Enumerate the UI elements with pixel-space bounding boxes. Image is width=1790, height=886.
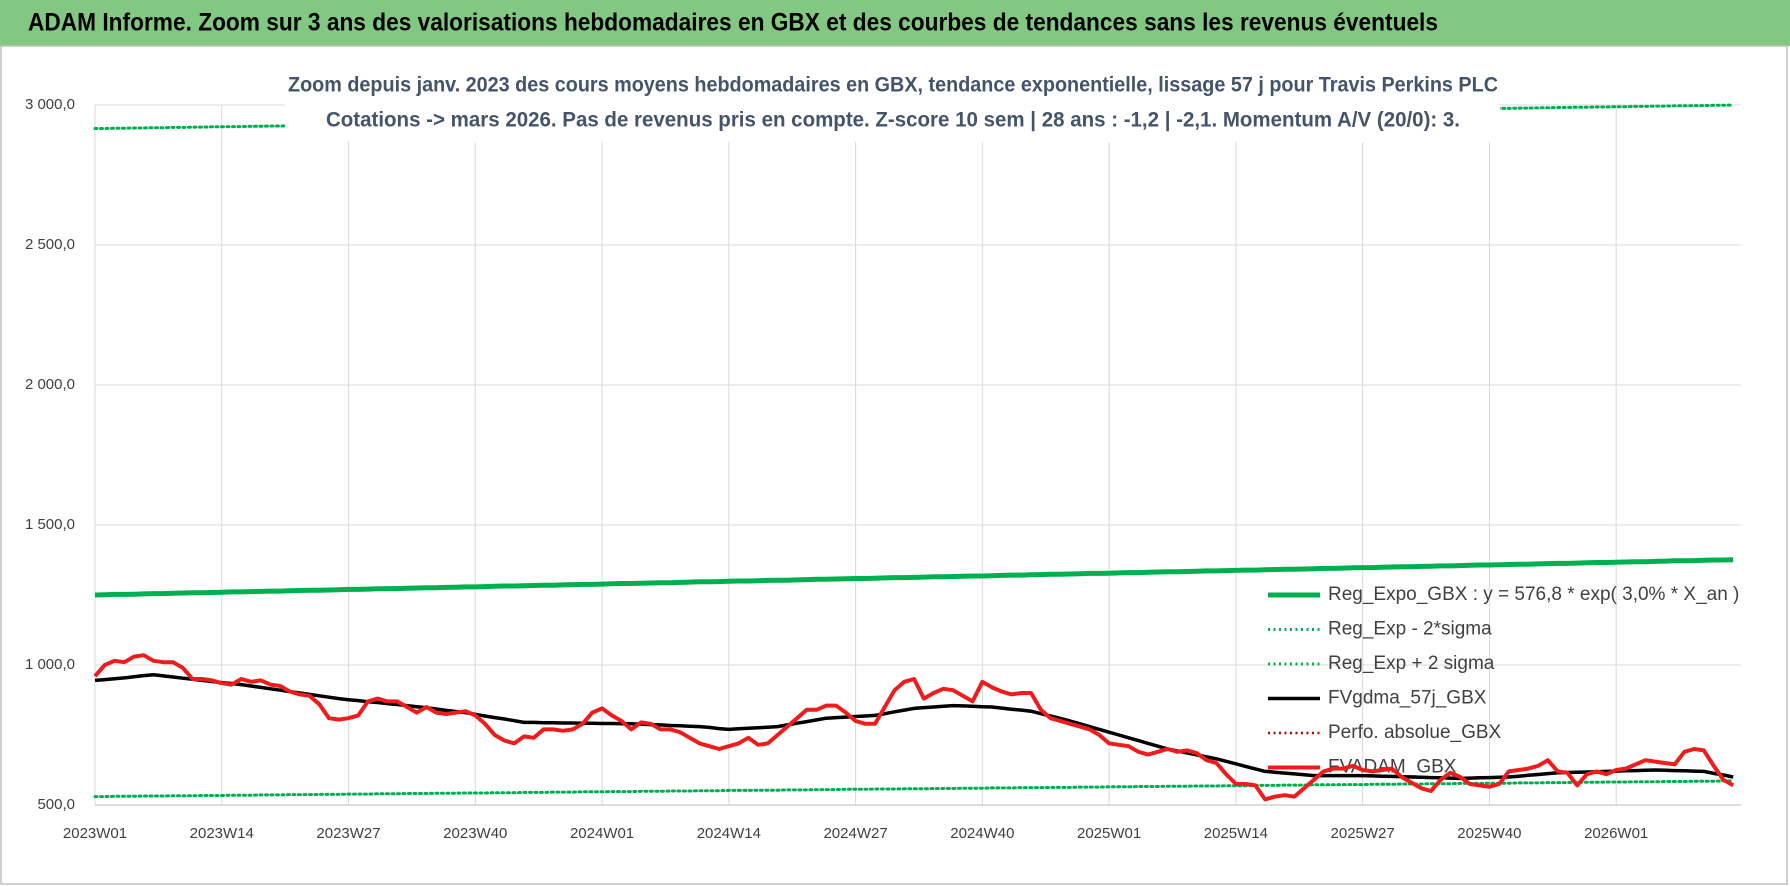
y-tick-label: 3 000,0 [25,96,75,113]
x-tick-label: 2024W40 [950,825,1014,842]
x-tick-label: 2023W27 [316,825,380,842]
legend-label: FVgdma_57j_GBX [1328,688,1487,709]
x-tick-label: 2023W40 [443,825,507,842]
chart-subtitle: Cotations -> mars 2026. Pas de revenus p… [326,109,1460,132]
x-tick-label: 2023W14 [190,825,254,842]
chart-title: ADAM Informe. Zoom sur 3 ans des valoris… [28,9,1438,37]
x-tick-label: 2025W27 [1331,825,1395,842]
x-tick-label: 2024W01 [570,825,634,842]
legend-label: Reg_Exp - 2*sigma [1328,619,1492,640]
y-tick-label: 500,0 [37,796,75,813]
x-tick-label: 2025W40 [1457,825,1521,842]
y-tick-label: 2 500,0 [25,236,75,253]
chart-subtitle: Zoom depuis janv. 2023 des cours moyens … [288,74,1498,97]
grid: 500,0 1 000,0 1 500,0 2 000,0 2 500,0 3 000,0… [25,96,1741,842]
legend: Reg_Expo_GBX : y = 576,8 * exp( 3,0% * X… [1268,584,1739,778]
legend-label: Reg_Expo_GBX : y = 576,8 * exp( 3,0% * X… [1328,584,1739,605]
x-tick-label: 2023W01 [63,825,127,842]
title-bar [0,0,1790,46]
x-tick-label: 2024W27 [823,825,887,842]
line-series [94,557,1734,598]
legend-label: Perfo. absolue_GBX [1328,722,1502,743]
x-tick-label: 2026W01 [1584,825,1648,842]
line-series [93,653,1735,802]
plot-frame [0,45,1788,885]
y-tick-label: 1 500,0 [25,516,75,533]
legend-label: Reg_Exp + 2 sigma [1328,653,1495,674]
x-tick-label: 2025W01 [1077,825,1141,842]
subtitle-backdrop [285,68,1500,142]
line-series [93,779,1735,799]
y-tick-label: 2 000,0 [25,376,75,393]
x-tick-label: 2025W14 [1204,825,1268,842]
x-tick-label: 2024W14 [697,825,761,842]
y-tick-label: 1 000,0 [25,656,75,673]
